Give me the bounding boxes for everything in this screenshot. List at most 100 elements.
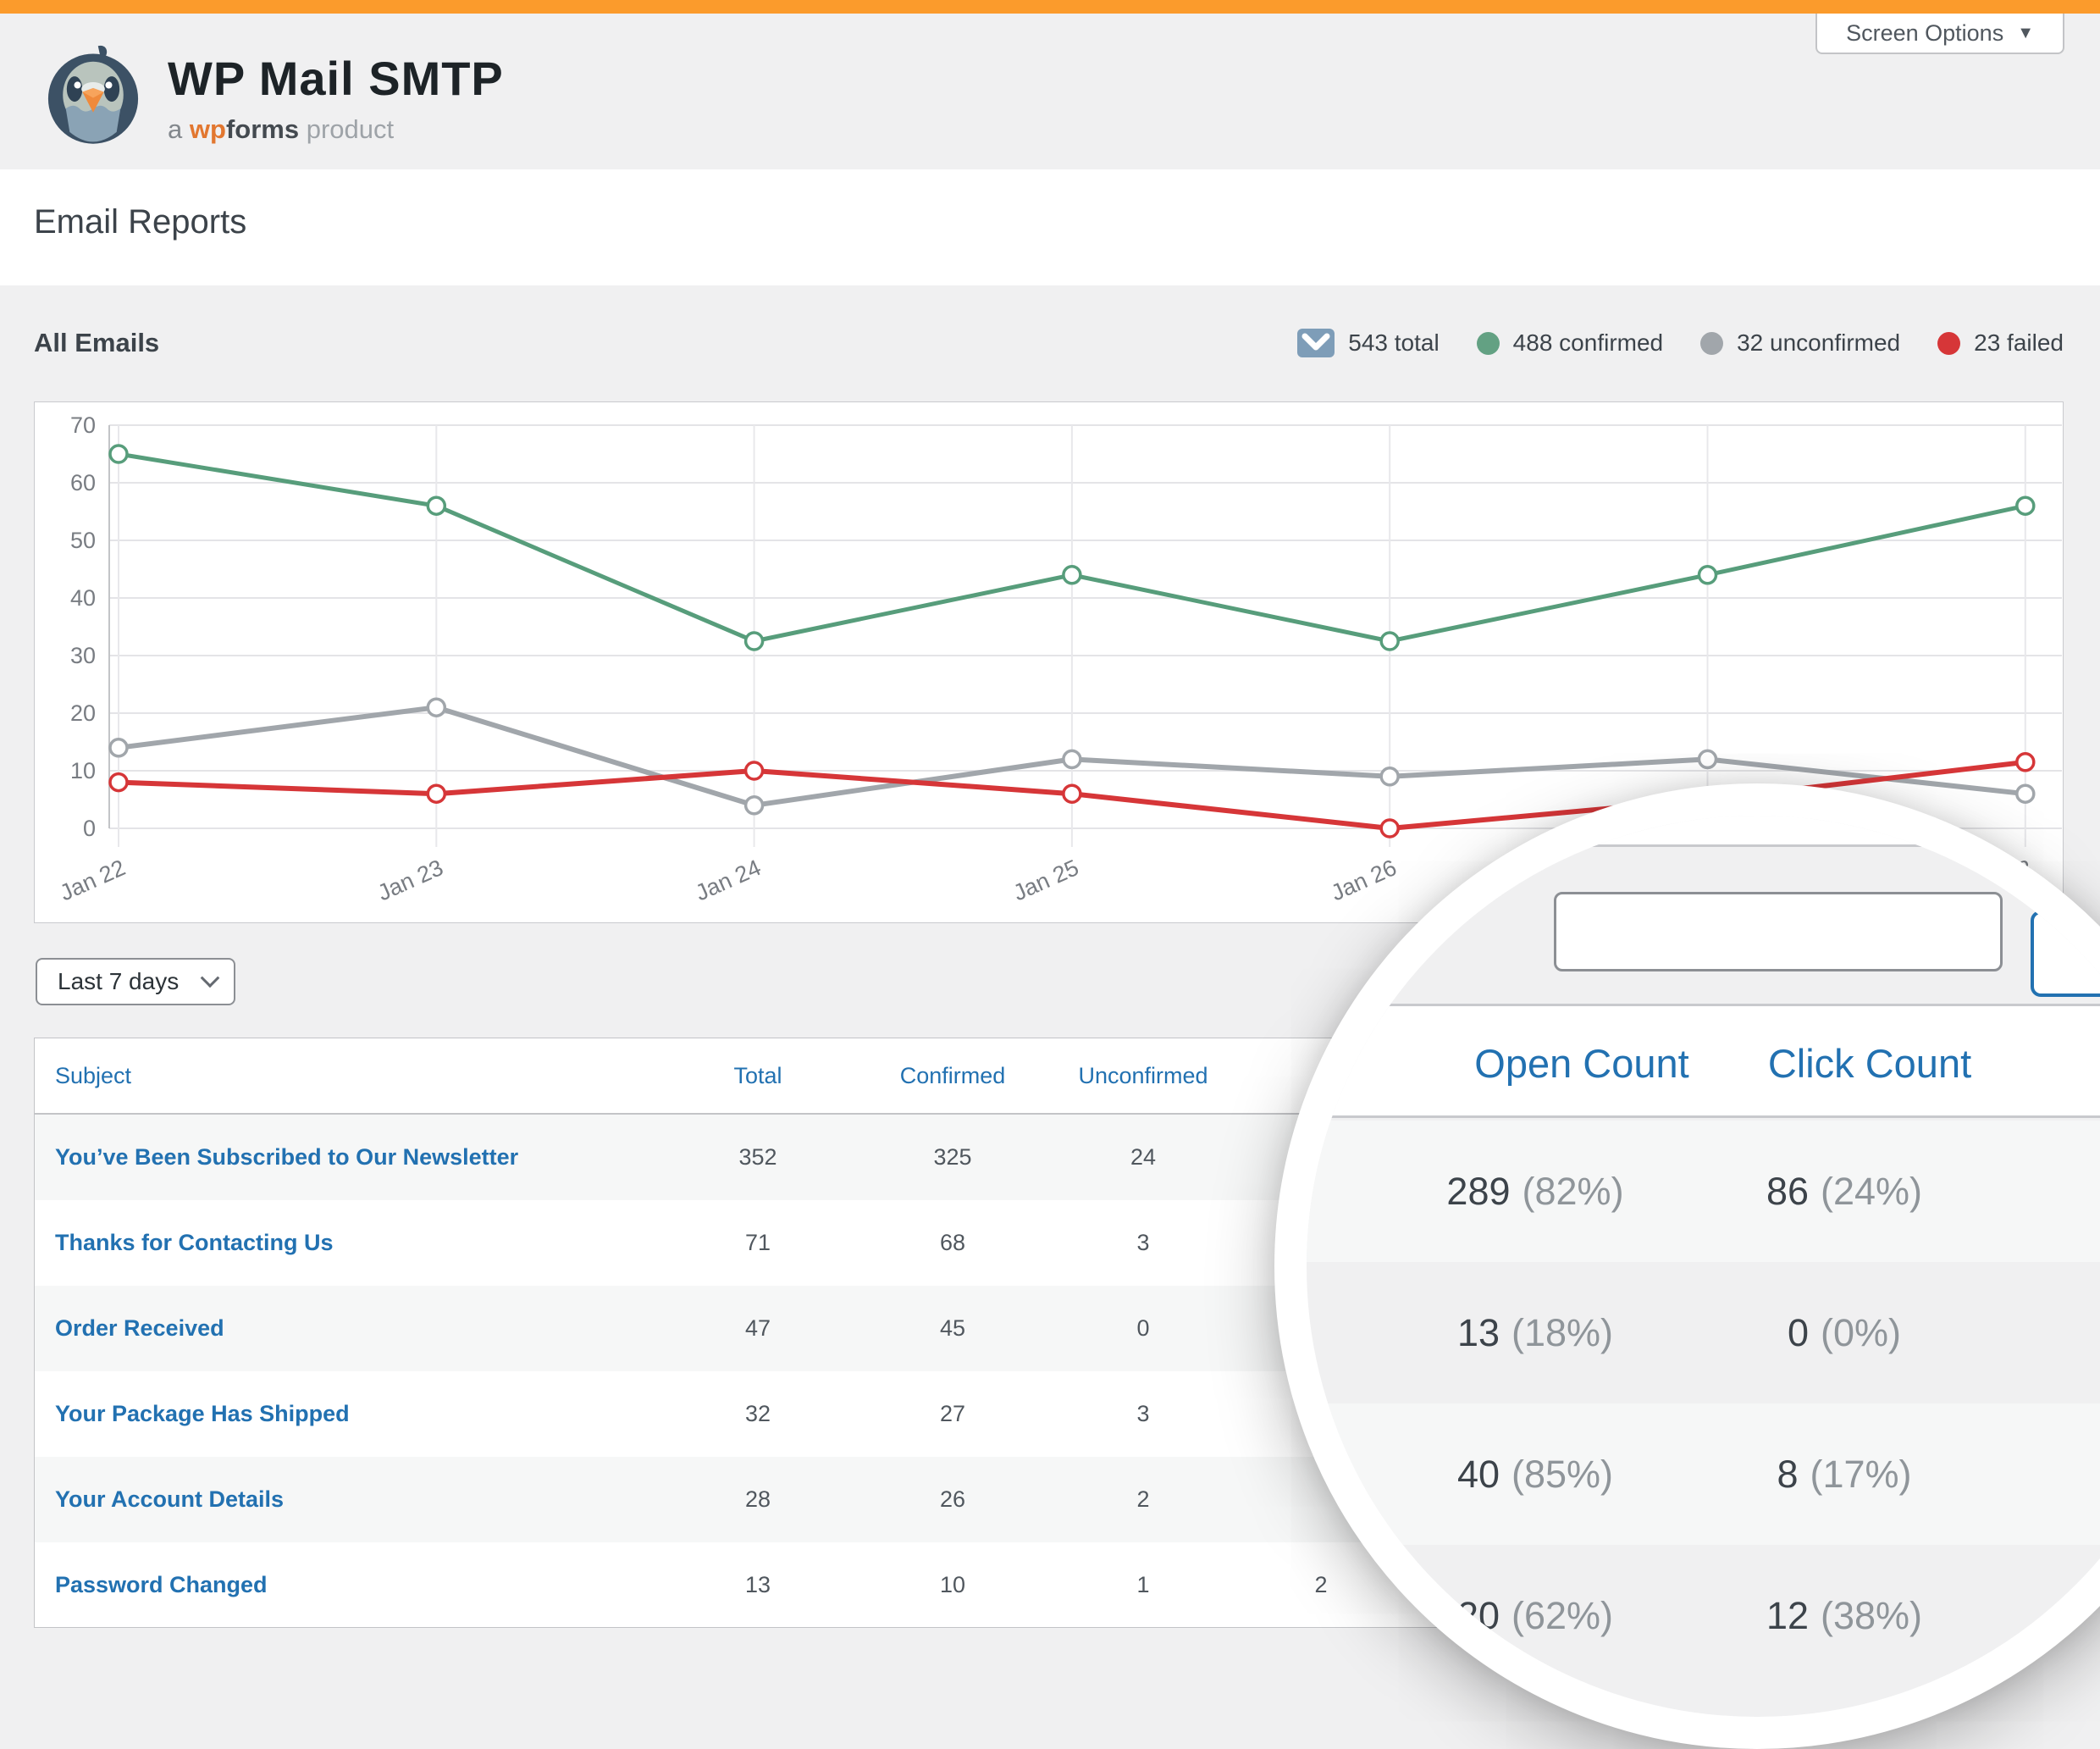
- confirmed-cell: 27: [939, 1401, 966, 1426]
- count-percent: (0%): [1821, 1310, 1902, 1354]
- legend-item: 32 unconfirmed: [1700, 329, 1900, 357]
- legend-label: 488 confirmed: [1512, 329, 1664, 356]
- unconfirmed-cell: 2: [1136, 1486, 1150, 1512]
- data-point-confirmed: [1379, 631, 1400, 651]
- count-percent: (24%): [1821, 1169, 1923, 1213]
- magnified-header-row: Open Count Click Count: [1307, 1004, 2100, 1118]
- data-point-failed: [1062, 783, 1082, 804]
- unconfirmed-cell: 24: [1130, 1144, 1157, 1170]
- data-point-confirmed: [743, 631, 765, 651]
- y-axis-tick-label: 60: [70, 470, 96, 495]
- column-header-confirmed[interactable]: Confirmed: [899, 1062, 1006, 1088]
- open-count-cell: 40 (85%): [1408, 1403, 1662, 1545]
- unconfirmed-cell: 1: [1136, 1572, 1150, 1597]
- chevron-down-icon: [200, 968, 220, 988]
- magnified-table-row: 40 (85%) 8 (17%): [1307, 1403, 2100, 1545]
- count-value: 20: [1456, 1593, 1500, 1637]
- data-point-unconfirmed: [1062, 749, 1082, 770]
- subject-link[interactable]: Order Received: [55, 1315, 224, 1341]
- data-point-unconfirmed: [426, 697, 447, 717]
- x-axis-tick-label: Jan 22: [56, 855, 129, 905]
- subject-link[interactable]: Your Package Has Shipped: [55, 1401, 350, 1426]
- column-header-click-count[interactable]: Click Count: [1767, 1041, 1972, 1086]
- unconfirmed-cell: 3: [1136, 1401, 1150, 1426]
- column-header-open-count[interactable]: Open Count: [1474, 1041, 1689, 1086]
- click-count-cell: 8 (17%): [1713, 1403, 1976, 1545]
- data-point-unconfirmed: [2015, 783, 2036, 804]
- plugin-header: WP Mail SMTP a wpforms product: [0, 14, 2100, 169]
- subject-link[interactable]: Password Changed: [55, 1572, 268, 1597]
- data-point-failed: [108, 772, 129, 793]
- table-header-row: Subject Total Confirmed Unconfirmed: [35, 1038, 2063, 1115]
- magnified-table-row: 13 (18%) 0 (0%): [1307, 1262, 2100, 1403]
- x-axis-tick-label: Jan 25: [1009, 855, 1082, 905]
- count-percent: (17%): [1810, 1452, 1912, 1496]
- legend-item: 488 confirmed: [1476, 329, 1664, 357]
- legend-dot-icon: [1476, 331, 1500, 355]
- data-point-failed: [2015, 752, 2036, 772]
- date-range-select[interactable]: Last 7 days: [36, 958, 235, 1005]
- data-point-confirmed: [2015, 495, 2036, 516]
- data-point-failed: [426, 783, 447, 804]
- confirmed-cell: 325: [933, 1144, 972, 1170]
- data-point-unconfirmed: [743, 795, 765, 816]
- magnified-chart-edge: [1307, 816, 2100, 847]
- total-cell: 32: [744, 1401, 771, 1426]
- data-point-unconfirmed: [108, 738, 129, 758]
- count-value: 86: [1766, 1169, 1809, 1213]
- y-axis-tick-label: 70: [70, 412, 96, 438]
- data-point-unconfirmed: [1697, 749, 1718, 770]
- click-count-cell: 86 (24%): [1713, 1121, 1976, 1262]
- subject-link[interactable]: You’ve Been Subscribed to Our Newsletter: [55, 1144, 519, 1170]
- click-count-cell: 0 (0%): [1713, 1262, 1976, 1403]
- date-range-value: Last 7 days: [58, 968, 180, 994]
- magnified-rows: 289 (82%) 86 (24%) 13 (18%) 0 (0%) 40 (85%) 8 (17%)…: [1307, 1121, 2100, 1717]
- magnified-table-row: 20 (62%) 12 (38%): [1307, 1545, 2100, 1717]
- data-point-confirmed: [108, 444, 129, 464]
- legend-label: 32 unconfirmed: [1737, 329, 1901, 356]
- column-header-total[interactable]: Total: [733, 1062, 782, 1088]
- data-point-failed: [743, 761, 765, 781]
- confirmed-cell: 26: [939, 1486, 966, 1512]
- subject-search-input[interactable]: [1554, 892, 2003, 971]
- page-title-band: Email Reports: [0, 169, 2100, 285]
- page-title: Email Reports: [34, 203, 247, 241]
- count-value: 8: [1777, 1452, 1799, 1496]
- data-point-confirmed: [426, 495, 447, 516]
- wpforms-brand-forms: forms: [225, 114, 300, 144]
- search-button[interactable]: [2031, 910, 2100, 997]
- column-header-unconfirmed[interactable]: Unconfirmed: [1078, 1062, 1208, 1088]
- confirmed-cell: 68: [939, 1230, 966, 1255]
- count-value: 0: [1787, 1310, 1809, 1354]
- count-value: 40: [1456, 1452, 1500, 1496]
- envelope-icon: [1297, 329, 1335, 357]
- count-value: 12: [1766, 1593, 1809, 1637]
- count-percent: (18%): [1511, 1310, 1614, 1354]
- count-percent: (62%): [1511, 1593, 1614, 1637]
- legend-dot-icon: [1700, 331, 1724, 355]
- y-axis-tick-label: 10: [70, 758, 96, 783]
- unconfirmed-cell: 0: [1136, 1315, 1150, 1341]
- magnified-table-row: 289 (82%) 86 (24%): [1307, 1121, 2100, 1262]
- confirmed-cell: 45: [939, 1315, 966, 1341]
- x-axis-tick-label: Jan 24: [692, 855, 765, 905]
- screen-options-button[interactable]: Screen Options ▼: [1815, 14, 2064, 54]
- wpforms-brand-wp: wp: [189, 114, 226, 144]
- section-title: All Emails: [34, 328, 160, 357]
- chart-legend: 543 total 488 confirmed 32 unconfirmed 23 f…: [1297, 329, 2064, 357]
- table-row: Your Package Has Shipped 32 27 3: [35, 1371, 2063, 1457]
- count-percent: (82%): [1522, 1169, 1624, 1213]
- legend-label: 23 failed: [1974, 329, 2064, 356]
- total-cell: 28: [744, 1486, 771, 1512]
- chevron-down-icon: ▼: [2017, 23, 2034, 42]
- magnifier-overlay: Open Count Click Count 289 (82%) 86 (24%) 13…: [1274, 783, 2100, 1749]
- column-header-subject[interactable]: Subject: [55, 1062, 132, 1088]
- legend-label: 543 total: [1348, 329, 1440, 356]
- open-count-cell: 13 (18%): [1408, 1262, 1662, 1403]
- subject-link[interactable]: Thanks for Contacting Us: [55, 1230, 334, 1255]
- y-axis-tick-label: 50: [70, 528, 96, 553]
- screen-options-label: Screen Options: [1846, 19, 2004, 46]
- subject-link[interactable]: Your Account Details: [55, 1486, 285, 1512]
- legend-item: 23 failed: [1937, 329, 2064, 357]
- x-axis-tick-label: Jan 23: [373, 855, 446, 905]
